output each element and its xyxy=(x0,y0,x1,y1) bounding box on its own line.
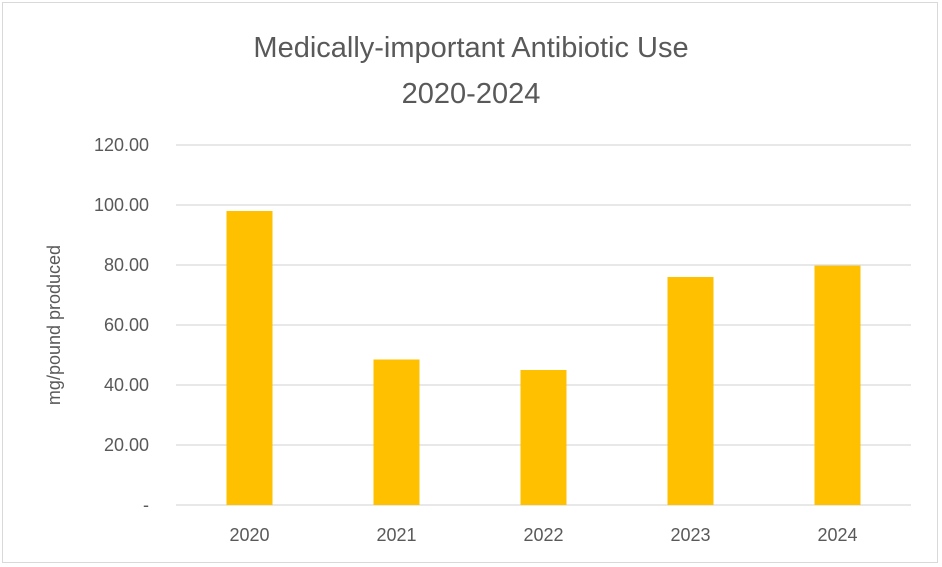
bar-2022 xyxy=(520,370,567,505)
x-tick-label: 2024 xyxy=(817,525,857,545)
chart-title: Medically-important Antibiotic Use xyxy=(253,32,689,64)
y-tick-label: 80.00 xyxy=(104,255,149,275)
x-tick-label: 2020 xyxy=(229,525,269,545)
bars xyxy=(226,211,861,505)
bar-2021 xyxy=(373,359,420,505)
chart-subtitle: 2020-2024 xyxy=(401,78,541,110)
x-tick-label: 2023 xyxy=(670,525,710,545)
y-axis-title: mg/pound produced xyxy=(44,245,64,405)
bar-2024 xyxy=(814,265,861,505)
bar-2023 xyxy=(667,277,714,505)
y-tick-label: 120.00 xyxy=(94,135,149,155)
y-tick-label: 40.00 xyxy=(104,375,149,395)
x-tick-label: 2021 xyxy=(376,525,416,545)
x-axis-ticks: 2020 2021 2022 2023 2024 xyxy=(229,525,857,545)
y-axis-ticks: - 20.00 40.00 60.00 80.00 100.00 120.00 xyxy=(94,135,149,515)
y-tick-label: 60.00 xyxy=(104,315,149,335)
y-tick-label: - xyxy=(143,495,149,515)
x-tick-label: 2022 xyxy=(523,525,563,545)
y-tick-label: 20.00 xyxy=(104,435,149,455)
y-tick-label: 100.00 xyxy=(94,195,149,215)
bar-2020 xyxy=(226,211,273,505)
